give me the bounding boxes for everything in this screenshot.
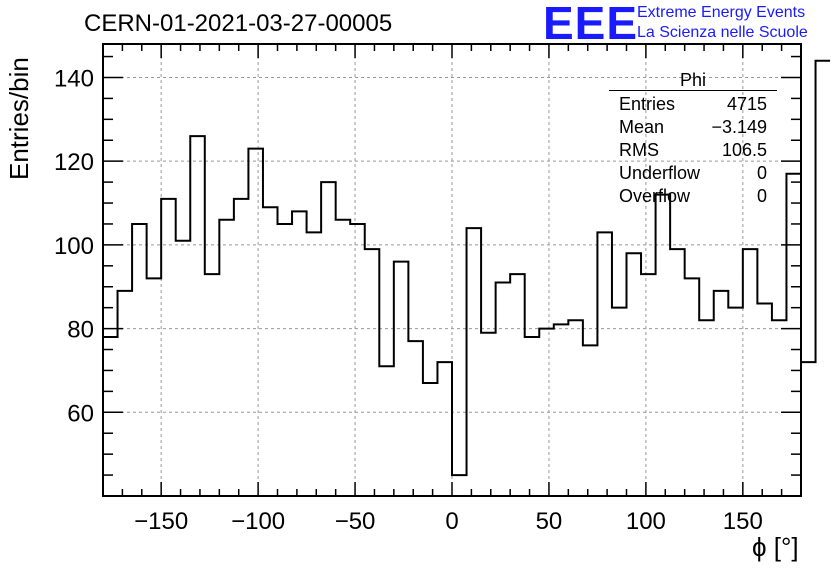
x-tick-label: 50: [536, 508, 563, 535]
tick-labels: −150 −100 −50 0 50 100 150 60 80 100 120 140: [54, 65, 763, 535]
stats-label: RMS: [619, 140, 659, 160]
stats-label: Mean: [619, 117, 665, 137]
stats-box: Phi Entries 4715 Mean −3.149 RMS 106.5 U…: [609, 70, 777, 208]
axis-ticks: [103, 44, 801, 496]
stats-value: 106.5: [721, 140, 767, 160]
stats-value: 4715: [726, 94, 767, 114]
x-tick-label: −150: [134, 508, 188, 535]
stats-row-entries: Entries 4715: [609, 93, 777, 116]
run-title: CERN-01-2021-03-27-00005: [84, 10, 393, 37]
x-tick-label: 150: [723, 508, 763, 535]
y-tick-label: 140: [54, 65, 94, 92]
y-tick-label: 100: [54, 233, 94, 260]
stats-row-underflow: Underflow 0: [609, 162, 777, 185]
eee-logo: EEE: [543, 0, 639, 49]
stats-row-rms: RMS 106.5: [609, 139, 777, 162]
stats-value: −3.149: [711, 117, 767, 137]
stats-label: Entries: [619, 94, 676, 114]
histogram-line: [103, 59, 831, 477]
x-tick-label: −100: [231, 508, 285, 535]
stats-label: Overflow: [619, 186, 691, 206]
x-tick-label: 100: [626, 508, 666, 535]
x-tick-label: 0: [445, 508, 458, 535]
plot-frame: [102, 43, 802, 497]
stats-value: 0: [756, 163, 767, 183]
y-tick-label: 120: [54, 149, 94, 176]
y-tick-label: 80: [67, 317, 94, 344]
logo-subtitle-line2: La Scienza nelle Scuole: [637, 24, 808, 41]
logo-subtitle-line1: Extreme Energy Events: [637, 4, 806, 21]
stats-value: 0: [756, 186, 767, 206]
stats-label: Underflow: [619, 163, 701, 183]
y-tick-label: 60: [67, 400, 94, 427]
x-axis-label: ϕ [°]: [752, 532, 799, 562]
stats-row-mean: Mean −3.149: [609, 116, 777, 139]
y-axis-label: Entries/bin: [4, 57, 34, 180]
stats-histogram-name: Phi: [679, 70, 706, 90]
stats-row-overflow: Overflow 0: [609, 185, 777, 208]
x-tick-label: −50: [335, 508, 376, 535]
stats-divider: [609, 90, 777, 91]
